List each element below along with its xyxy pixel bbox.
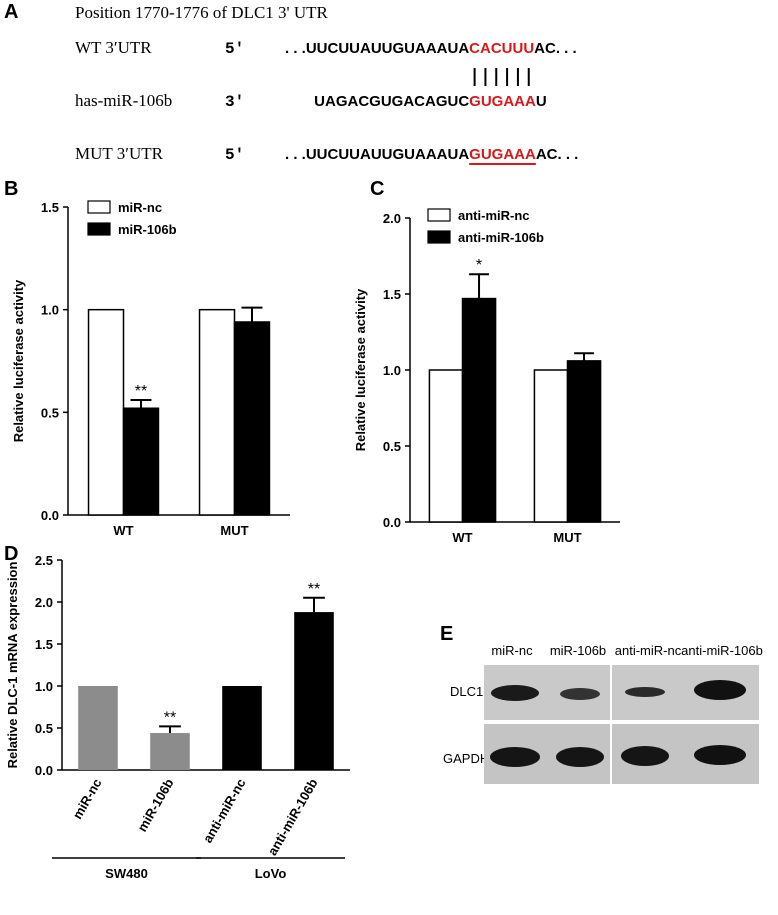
y-tick-label: 0.0	[41, 508, 59, 523]
legend-label: miR-106b	[118, 222, 177, 237]
panel-label: E	[440, 623, 453, 645]
group-label: SW480	[105, 866, 148, 881]
seq-part: UAGACGUGACAGUC	[314, 93, 469, 110]
significance-label: **	[308, 581, 320, 598]
bar	[461, 297, 497, 523]
legend-swatch	[87, 222, 111, 236]
strand-end: 5'	[225, 146, 244, 164]
blot-band	[694, 680, 746, 700]
y-axis-label: Relative DLC-1 mRNA expression	[5, 562, 20, 769]
bar	[78, 686, 118, 770]
bar	[198, 308, 236, 516]
row-name: WT 3′UTR	[75, 38, 152, 57]
y-tick-label: 0.0	[35, 763, 53, 778]
strand-end: 3'	[225, 93, 244, 111]
lane-label: anti-miR-nc	[615, 643, 682, 658]
significance-label: *	[476, 257, 482, 274]
seq-site: GUGAAA	[469, 93, 536, 110]
seq-part: AC. . .	[534, 40, 577, 57]
row-name: MUT 3′UTR	[75, 144, 164, 163]
lane-label: anti-miR-106b	[681, 643, 763, 658]
bar	[428, 369, 464, 523]
significance-label: **	[164, 709, 176, 726]
panel-a: A Position 1770-1776 of DLC1 3' UTR WT 3…	[4, 1, 578, 165]
blot-band	[694, 745, 746, 765]
legend-label: anti-miR-nc	[458, 208, 530, 223]
lane-label: miR-106b	[550, 643, 606, 658]
y-tick-label: 2.0	[383, 211, 401, 226]
seq-part: AC. . .	[536, 146, 579, 163]
panel-e: E miR-nc miR-106b anti-miR-nc anti-miR-1…	[440, 623, 763, 786]
panel-title: Position 1770-1776 of DLC1 3' UTR	[75, 3, 329, 22]
y-tick-label: 1.0	[383, 363, 401, 378]
sequence: . . .UUCUUAUUGUAAAUAGUGAAAAC. . .	[285, 146, 578, 163]
legend-swatch	[87, 200, 111, 214]
blot-band	[625, 687, 665, 697]
row-name: has-miR-106b	[75, 91, 172, 110]
blot-row-label: GAPDH	[443, 751, 489, 766]
y-axis-label: Relative luciferase activity	[353, 288, 368, 451]
legend-swatch	[427, 208, 451, 222]
y-tick-label: 2.5	[35, 553, 53, 568]
strand-end: 5'	[225, 40, 244, 58]
blot-band	[560, 688, 600, 700]
y-tick-label: 1.0	[35, 679, 53, 694]
y-tick-label: 0.5	[383, 439, 401, 454]
x-tick-label: WT	[113, 523, 133, 538]
x-tick-label: WT	[452, 530, 472, 545]
legend-label: miR-nc	[118, 200, 162, 215]
lane-label: miR-nc	[491, 643, 533, 658]
seq-site: GUGAAA	[469, 146, 536, 163]
sequence: . . .UUCUUAUUGUAAAUACACUUUAC. . .	[285, 40, 577, 57]
bar	[150, 733, 190, 770]
pairing-lines	[473, 68, 530, 86]
y-tick-label: 2.0	[35, 595, 53, 610]
blot-band	[490, 747, 540, 767]
y-tick-label: 1.5	[41, 200, 59, 215]
panel-label: A	[4, 1, 18, 23]
x-tick-label: MUT	[220, 523, 248, 538]
bar	[233, 321, 271, 516]
bar	[87, 308, 125, 516]
seq-part: U	[536, 93, 547, 110]
bar	[294, 612, 334, 770]
legend-swatch	[427, 230, 451, 244]
y-tick-label: 0.0	[383, 515, 401, 530]
group-label: LoVo	[255, 866, 287, 881]
panel-label: D	[4, 543, 18, 565]
y-tick-label: 1.5	[35, 637, 53, 652]
bar	[222, 686, 262, 770]
y-tick-label: 1.0	[41, 303, 59, 318]
seq-part: . . .UUCUUAUUGUAAAUA	[285, 40, 469, 57]
bar	[533, 369, 569, 523]
y-tick-label: 0.5	[41, 405, 59, 420]
sequence: UAGACGUGACAGUCGUGAAAU	[314, 93, 547, 110]
panel-label: C	[370, 178, 384, 200]
blot-band	[556, 747, 604, 767]
blot-band	[621, 746, 669, 766]
x-tick-label: MUT	[553, 530, 581, 545]
blot-band	[491, 685, 539, 701]
panel-label: B	[4, 178, 18, 200]
blot-row-label: DLC1	[450, 684, 483, 699]
legend-label: anti-miR-106b	[458, 230, 544, 245]
significance-label: **	[135, 383, 147, 400]
bar	[566, 360, 602, 523]
seq-site: CACUUU	[469, 40, 534, 57]
y-axis-label: Relative luciferase activity	[11, 279, 26, 442]
y-tick-label: 1.5	[383, 287, 401, 302]
y-tick-label: 0.5	[35, 721, 53, 736]
bar	[122, 407, 160, 516]
seq-part: . . .UUCUUAUUGUAAAUA	[285, 146, 469, 163]
